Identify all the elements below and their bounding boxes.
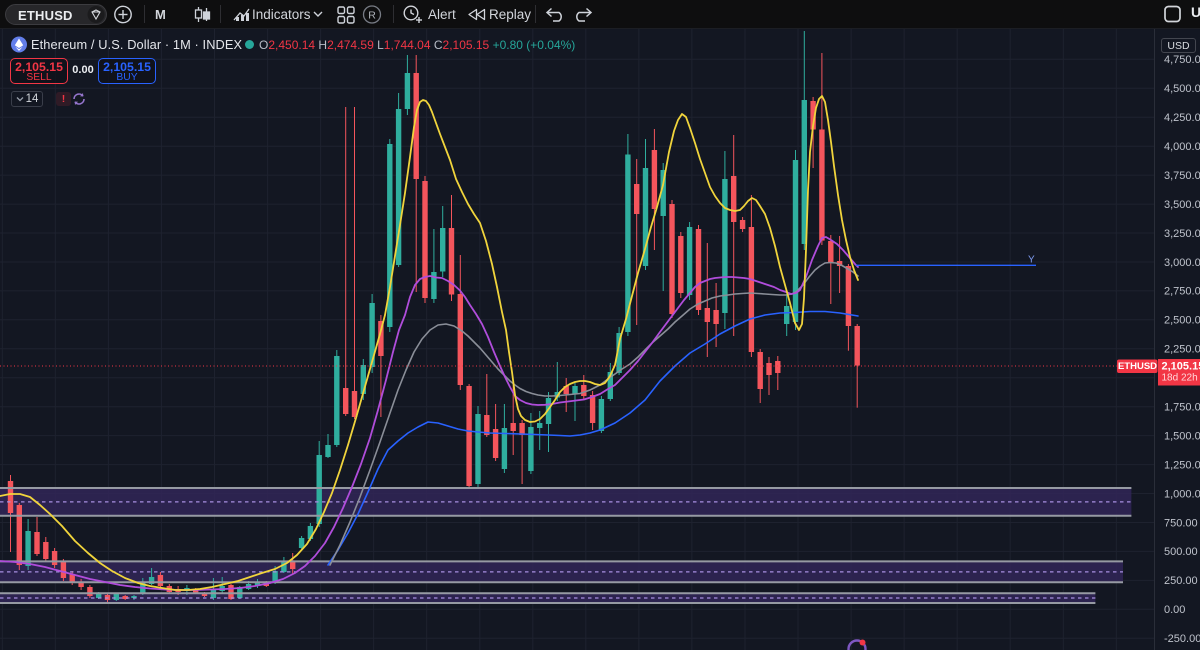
svg-text:500.00: 500.00 bbox=[1164, 546, 1198, 558]
svg-text:4,500.00: 4,500.00 bbox=[1164, 83, 1200, 95]
svg-text:3,500.00: 3,500.00 bbox=[1164, 199, 1200, 211]
svg-text:4,250.00: 4,250.00 bbox=[1164, 112, 1200, 124]
svg-text:R: R bbox=[368, 10, 376, 22]
svg-text:2,500.00: 2,500.00 bbox=[1164, 315, 1200, 327]
svg-text:1,250.00: 1,250.00 bbox=[1164, 459, 1200, 471]
svg-text:2,750.00: 2,750.00 bbox=[1164, 286, 1200, 298]
svg-text:Y: Y bbox=[1028, 255, 1035, 266]
svg-text:0.00: 0.00 bbox=[1164, 604, 1185, 616]
svg-text:750.00: 750.00 bbox=[1164, 517, 1198, 529]
svg-text:1,500.00: 1,500.00 bbox=[1164, 430, 1200, 442]
svg-text:2,105.15: 2,105.15 bbox=[1162, 361, 1200, 373]
svg-text:ETHUSD: ETHUSD bbox=[1118, 361, 1157, 372]
svg-text:250.00: 250.00 bbox=[1164, 575, 1198, 587]
svg-text:18d 22h: 18d 22h bbox=[1162, 373, 1198, 384]
svg-text:1,000.00: 1,000.00 bbox=[1164, 488, 1200, 500]
svg-text:3,750.00: 3,750.00 bbox=[1164, 170, 1200, 182]
svg-text:3,250.00: 3,250.00 bbox=[1164, 228, 1200, 240]
svg-text:4,000.00: 4,000.00 bbox=[1164, 141, 1200, 153]
svg-text:1,750.00: 1,750.00 bbox=[1164, 402, 1200, 414]
svg-text:4,750.00: 4,750.00 bbox=[1164, 54, 1200, 66]
svg-text:-250.00: -250.00 bbox=[1164, 633, 1200, 645]
svg-text:3,000.00: 3,000.00 bbox=[1164, 257, 1200, 269]
svg-text:2,250.00: 2,250.00 bbox=[1164, 344, 1200, 356]
